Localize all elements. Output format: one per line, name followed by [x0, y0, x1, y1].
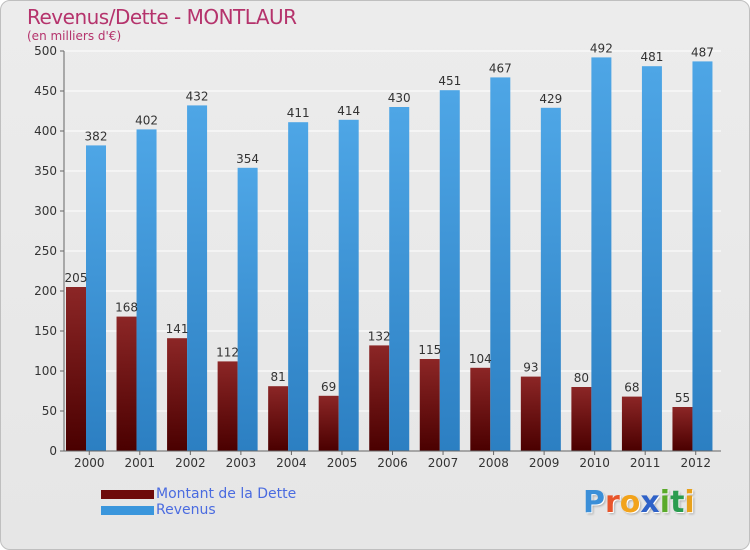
- data-label-revenue: 429: [539, 92, 562, 106]
- y-tick-label: 300: [34, 204, 57, 218]
- data-label-revenue: 411: [287, 106, 310, 120]
- x-tick-label: 2005: [327, 456, 358, 470]
- data-label-revenue: 492: [590, 41, 613, 55]
- x-tick-label: 2011: [630, 456, 661, 470]
- bar-debt: [217, 361, 238, 451]
- legend-label-debt: Montant de la Dette: [156, 486, 297, 502]
- legend-swatch-revenue: [101, 506, 154, 515]
- y-tick-label: 100: [34, 364, 57, 378]
- bar-revenue: [591, 57, 612, 452]
- data-label-debt: 81: [271, 370, 286, 384]
- bar-revenue: [389, 107, 410, 451]
- data-label-debt: 205: [65, 271, 88, 285]
- bar-debt: [268, 386, 289, 451]
- y-tick-label: 250: [34, 244, 57, 258]
- bar-revenue: [641, 66, 662, 451]
- bar-debt: [167, 338, 188, 451]
- x-tick-label: 2008: [478, 456, 509, 470]
- x-tick-label: 2004: [276, 456, 307, 470]
- legend-label-revenue: Revenus: [156, 502, 216, 518]
- y-tick-label: 400: [34, 124, 57, 138]
- data-label-revenue: 481: [640, 50, 663, 64]
- x-tick-label: 2003: [226, 456, 257, 470]
- bar-revenue: [490, 77, 511, 452]
- data-label-debt: 141: [166, 322, 189, 336]
- bar-revenue: [338, 119, 359, 452]
- y-tick-label: 500: [34, 44, 57, 58]
- bar-debt: [621, 396, 642, 451]
- logo-letter: x: [640, 485, 660, 520]
- bar-revenue: [439, 90, 460, 451]
- bar-debt: [470, 367, 491, 451]
- y-tick-label: 50: [42, 404, 57, 418]
- bar-revenue: [692, 61, 713, 452]
- chart-subtitle: (en milliers d'€): [27, 29, 122, 43]
- logo-letter: r: [605, 485, 620, 520]
- data-label-revenue: 354: [236, 152, 259, 166]
- bar-debt: [116, 316, 137, 451]
- logo-letter: P: [583, 485, 605, 520]
- legend-swatch-debt: [101, 490, 154, 499]
- bar-debt: [66, 287, 86, 451]
- x-tick-label: 2010: [579, 456, 610, 470]
- y-tick-label: 150: [34, 324, 57, 338]
- y-tick-label: 0: [49, 444, 57, 458]
- data-label-debt: 55: [675, 391, 690, 405]
- data-label-debt: 69: [321, 380, 336, 394]
- data-label-debt: 68: [624, 381, 639, 395]
- data-label-revenue: 430: [388, 91, 411, 105]
- y-tick-label: 200: [34, 284, 57, 298]
- data-label-revenue: 432: [186, 89, 209, 103]
- data-label-debt: 112: [216, 345, 239, 359]
- logo-letter: i: [659, 485, 671, 520]
- data-label-debt: 168: [115, 301, 138, 315]
- data-label-debt: 132: [368, 329, 391, 343]
- data-label-revenue: 402: [135, 113, 158, 127]
- chart-title: Revenus/Dette - MONTLAUR: [27, 5, 297, 29]
- data-label-debt: 104: [469, 352, 492, 366]
- data-label-debt: 93: [523, 361, 538, 375]
- data-label-revenue: 467: [489, 61, 512, 75]
- bar-revenue: [86, 145, 106, 451]
- bar-revenue: [136, 129, 157, 451]
- bar-debt: [520, 376, 541, 451]
- bar-debt: [571, 387, 592, 451]
- x-tick-label: 2000: [74, 456, 105, 470]
- proxiti-logo: Proxiti: [583, 485, 695, 520]
- data-label-revenue: 414: [337, 104, 360, 118]
- y-tick-label: 450: [34, 84, 57, 98]
- data-label-revenue: 382: [85, 129, 108, 143]
- bar-debt: [318, 395, 339, 451]
- x-tick-label: 2009: [529, 456, 560, 470]
- x-tick-label: 2012: [680, 456, 711, 470]
- x-tick-label: 2002: [175, 456, 206, 470]
- bar-debt: [369, 345, 390, 451]
- data-label-revenue: 487: [691, 45, 714, 59]
- logo-letter: o: [619, 485, 641, 520]
- bar-revenue: [540, 107, 561, 452]
- data-label-debt: 115: [418, 343, 441, 357]
- x-tick-label: 2007: [428, 456, 459, 470]
- x-tick-label: 2001: [125, 456, 156, 470]
- bar-debt: [672, 407, 693, 451]
- logo-letter: t: [670, 485, 685, 520]
- bar-revenue: [288, 122, 309, 451]
- data-label-debt: 80: [574, 371, 589, 385]
- logo-letter: i: [684, 485, 695, 520]
- data-label-revenue: 451: [438, 74, 461, 88]
- x-tick-label: 2006: [377, 456, 408, 470]
- bar-revenue: [187, 105, 208, 452]
- bar-revenue: [237, 167, 258, 452]
- bar-debt: [419, 359, 440, 451]
- y-tick-label: 350: [34, 164, 57, 178]
